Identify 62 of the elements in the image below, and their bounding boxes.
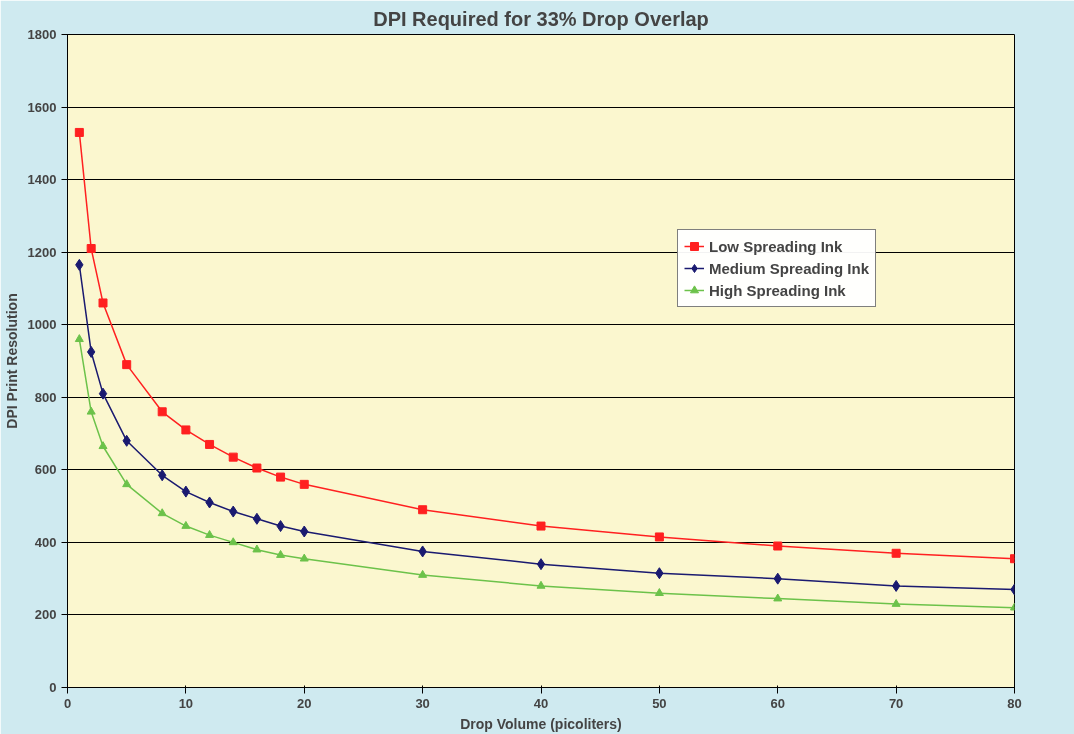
x-tick-label: 50 [652,695,667,711]
y-tick-label: 1400 [27,172,57,188]
y-tick-label: 1000 [27,317,57,333]
point [122,479,132,488]
point [86,244,96,254]
point [86,406,96,415]
x-tick-label: 30 [415,695,430,711]
point [418,505,428,515]
legend-label: Low Spreading Ink [709,237,843,255]
x-tick-label: 60 [770,695,785,711]
chart-title: DPI Required for 33% Drop Overlap [373,7,709,30]
point [654,588,664,596]
point [228,452,238,462]
x-tick-label: 20 [297,695,312,711]
x-tick-label: 70 [888,695,904,711]
x-tick-label: 0 [63,695,72,711]
point [299,553,309,562]
point [205,530,215,538]
point [536,558,546,571]
point [98,387,108,400]
point [252,512,262,525]
point [536,521,546,531]
x-tick-label: 10 [178,695,194,711]
point [891,548,901,558]
y-tick-label: 800 [34,389,57,405]
y-tick-label: 1800 [27,27,57,42]
x-tick-label: 40 [533,695,549,711]
point [228,537,238,546]
y-tick-label: 600 [34,462,57,478]
point [276,472,286,482]
x-tick-label: 80 [1007,695,1022,711]
point [181,520,191,529]
point [157,407,167,417]
point [654,532,664,542]
point [181,425,191,435]
y-axis-title: DPI Print Resolution [3,293,20,429]
point [891,598,901,607]
point [157,508,167,517]
point [74,334,84,343]
point [205,439,215,449]
point [536,580,546,589]
legend-label: Medium Spreading Ink [709,259,870,277]
point [299,479,309,489]
y-tick-label: 0 [49,680,57,695]
point [122,360,132,370]
point [181,485,191,498]
y-tick-label: 1600 [27,99,57,115]
x-axis-title: Drop Volume (picoliters) [460,715,622,732]
point [891,579,901,592]
point [252,544,262,553]
point [773,541,783,551]
legend-label: High Spreading Ink [709,281,846,299]
y-tick-label: 200 [34,607,57,623]
point [418,569,428,578]
point [74,127,84,137]
point [98,298,108,308]
y-tick-label: 1200 [27,244,57,260]
y-tick-label: 400 [34,534,57,550]
point [773,593,783,602]
point [276,549,286,558]
point [252,463,262,473]
point [98,441,108,450]
